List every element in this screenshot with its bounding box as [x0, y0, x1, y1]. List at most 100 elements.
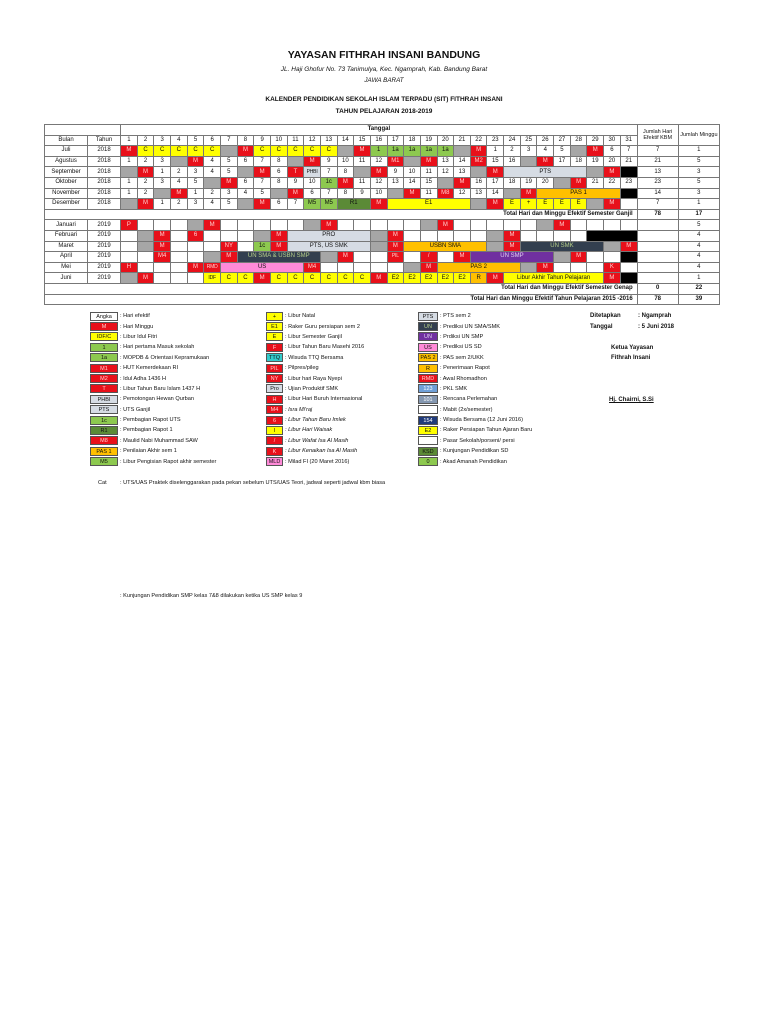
calendar-day-cell [369, 261, 388, 274]
calendar-day-cell [153, 219, 171, 231]
legend-description: : Hari pertama Masuk sekolah [120, 344, 195, 351]
calendar-day-cell: E [536, 198, 555, 210]
ditetapkan-label: Ditetapkan [590, 313, 621, 319]
signer-name: Hj. Chairni, S.Si [609, 397, 654, 403]
calendar-day-cell: USBN SMA [403, 240, 488, 253]
legend-code: 1 [90, 342, 118, 352]
calendar-day-cell [386, 219, 405, 231]
month-name: April [43, 251, 89, 263]
week-count: 1 [677, 145, 721, 157]
calendar-day-cell: 6 [303, 187, 321, 200]
calendar-day-cell: 1 [120, 187, 138, 200]
calendar-day-cell: 19 [519, 176, 538, 189]
calendar-day-cell [519, 229, 538, 242]
calendar-day-cell: C [219, 272, 238, 284]
calendar-day-cell: PRO [286, 229, 371, 242]
calendar-day-cell: M [603, 198, 621, 210]
calendar-day-cell: 2 [136, 155, 155, 168]
total-semester-genap: Total Hari dan Minggu Efektif Semester G… [44, 282, 721, 295]
calendar-day-cell: M [403, 187, 421, 200]
calendar-day-cell [286, 219, 305, 231]
calendar-day-cell: PAS 2 [436, 261, 521, 274]
calendar-day-cell [236, 240, 255, 253]
calendar-day-cell: 4 [536, 145, 555, 157]
calendar-day-cell: 18 [503, 176, 521, 189]
calendar-day-cell [569, 229, 588, 242]
month-row: Januari 2019 P M M M M 5 [43, 219, 721, 231]
calendar-day-cell: 2 [170, 166, 188, 178]
calendar-day-cell: M [486, 166, 505, 178]
calendar-day-cell [186, 251, 205, 263]
calendar-day-cell [170, 261, 188, 274]
calendar-day-cell [403, 251, 421, 263]
calendar-day-cell [153, 261, 171, 274]
calendar-day-cell [219, 229, 238, 242]
foundation-title: YAYASAN FITHRAH INSANI BANDUNG [287, 49, 481, 61]
legend-description: : PAS sem 2/UKK [440, 354, 484, 361]
calendar-day-cell: 1 [186, 187, 205, 200]
legend-description: : Pembagian Rapot UTS [120, 417, 181, 424]
calendar-day-cell: Libur Akhir Tahun Pelajaran [503, 272, 605, 284]
legend-description: : Pemotongan Hewan Qurban [120, 396, 195, 403]
calendar-day-cell: 21 [586, 176, 605, 189]
calendar-day-cell: 4 [236, 187, 255, 200]
calendar-day-cell: 14 [403, 176, 421, 189]
legend-description: : Wisuda TTQ Bersama [285, 354, 344, 361]
calendar-day-cell: 7 [286, 198, 305, 210]
tanggal-value: : 5 Juni 2018 [638, 324, 675, 330]
calendar-day-cell: 2 [136, 176, 155, 189]
calendar-day-cell: E [553, 198, 571, 210]
day-number: 26 [536, 134, 555, 147]
legend-item: H: Libur Hari Buruh Internasional [266, 394, 364, 404]
calendar-day-cell [219, 219, 238, 231]
day-number: 27 [553, 134, 571, 147]
legend-item: 6: Libur Tahun Baru Imlek [266, 415, 364, 425]
calendar-day-cell: 3 [153, 176, 171, 189]
legend-item: M2: Idul Adha 1436 H [90, 373, 216, 384]
calendar-day-cell: M [269, 240, 288, 253]
calendar-day-cell [519, 261, 538, 274]
bottom-note: : Kunjungan Pendidikan SMP kelas 7&8 dil… [120, 593, 303, 599]
month-name: Maret [43, 240, 89, 253]
calendar-day-cell: 21 [619, 155, 638, 168]
calendar-day-cell: 16 [469, 176, 488, 189]
legend-description: : Libur Semester Ganjil [285, 333, 342, 340]
calendar-day-cell: 10 [369, 187, 388, 200]
legend-code: H [266, 394, 283, 404]
calendar-day-cell: 2 [203, 187, 221, 200]
calendar-day-cell [336, 219, 355, 231]
calendar-day-cell: M [170, 187, 188, 200]
legend-description: : Prediksi UN SMA/SMK [440, 323, 500, 330]
calendar-day-cell [120, 240, 138, 253]
legend-code: 154 [418, 415, 438, 425]
calendar-day-cell: / [419, 251, 438, 263]
calendar-day-cell [319, 251, 338, 263]
total-semester-genap-kbm: 0 [636, 282, 679, 295]
week-count: 5 [677, 176, 721, 189]
calendar-day-cell [203, 229, 221, 242]
calendar-day-cell: 9 [286, 176, 305, 189]
month-name: Agustus [43, 155, 89, 168]
kbm-days [636, 251, 679, 263]
month-row: November 2018 1 2 M 1 2 3 4 5 M 6 7 8 9 10 M 11 M8 12 13 14 M P… [43, 187, 721, 200]
header-spacer [43, 124, 122, 136]
calendar-day-cell: US [219, 261, 305, 274]
calendar-day-cell [553, 261, 571, 274]
day-number: 19 [419, 134, 438, 147]
calendar-day-cell [136, 240, 155, 253]
calendar-day-cell: 1a [386, 145, 405, 157]
calendar-day-cell: C [319, 272, 338, 284]
calendar-day-cell: M [369, 198, 388, 210]
total-semester-ganjil-kbm: 78 [636, 208, 679, 221]
bulan-header: Bulan [43, 134, 89, 147]
calendar-day-cell: 17 [486, 176, 505, 189]
calendar-day-cell: M [419, 261, 438, 274]
calendar-day-cell: PTS, US SMK [286, 240, 371, 253]
day-number: 1 [120, 134, 138, 147]
calendar-day-cell [619, 261, 638, 274]
calendar-day-cell: E1 [386, 198, 471, 210]
legend-item: E1: Raker Guru persiapan sem 2 [266, 321, 364, 332]
calendar-day-cell [436, 251, 455, 263]
legend-code: 1a [90, 353, 118, 363]
calendar-day-cell: M [219, 251, 238, 263]
